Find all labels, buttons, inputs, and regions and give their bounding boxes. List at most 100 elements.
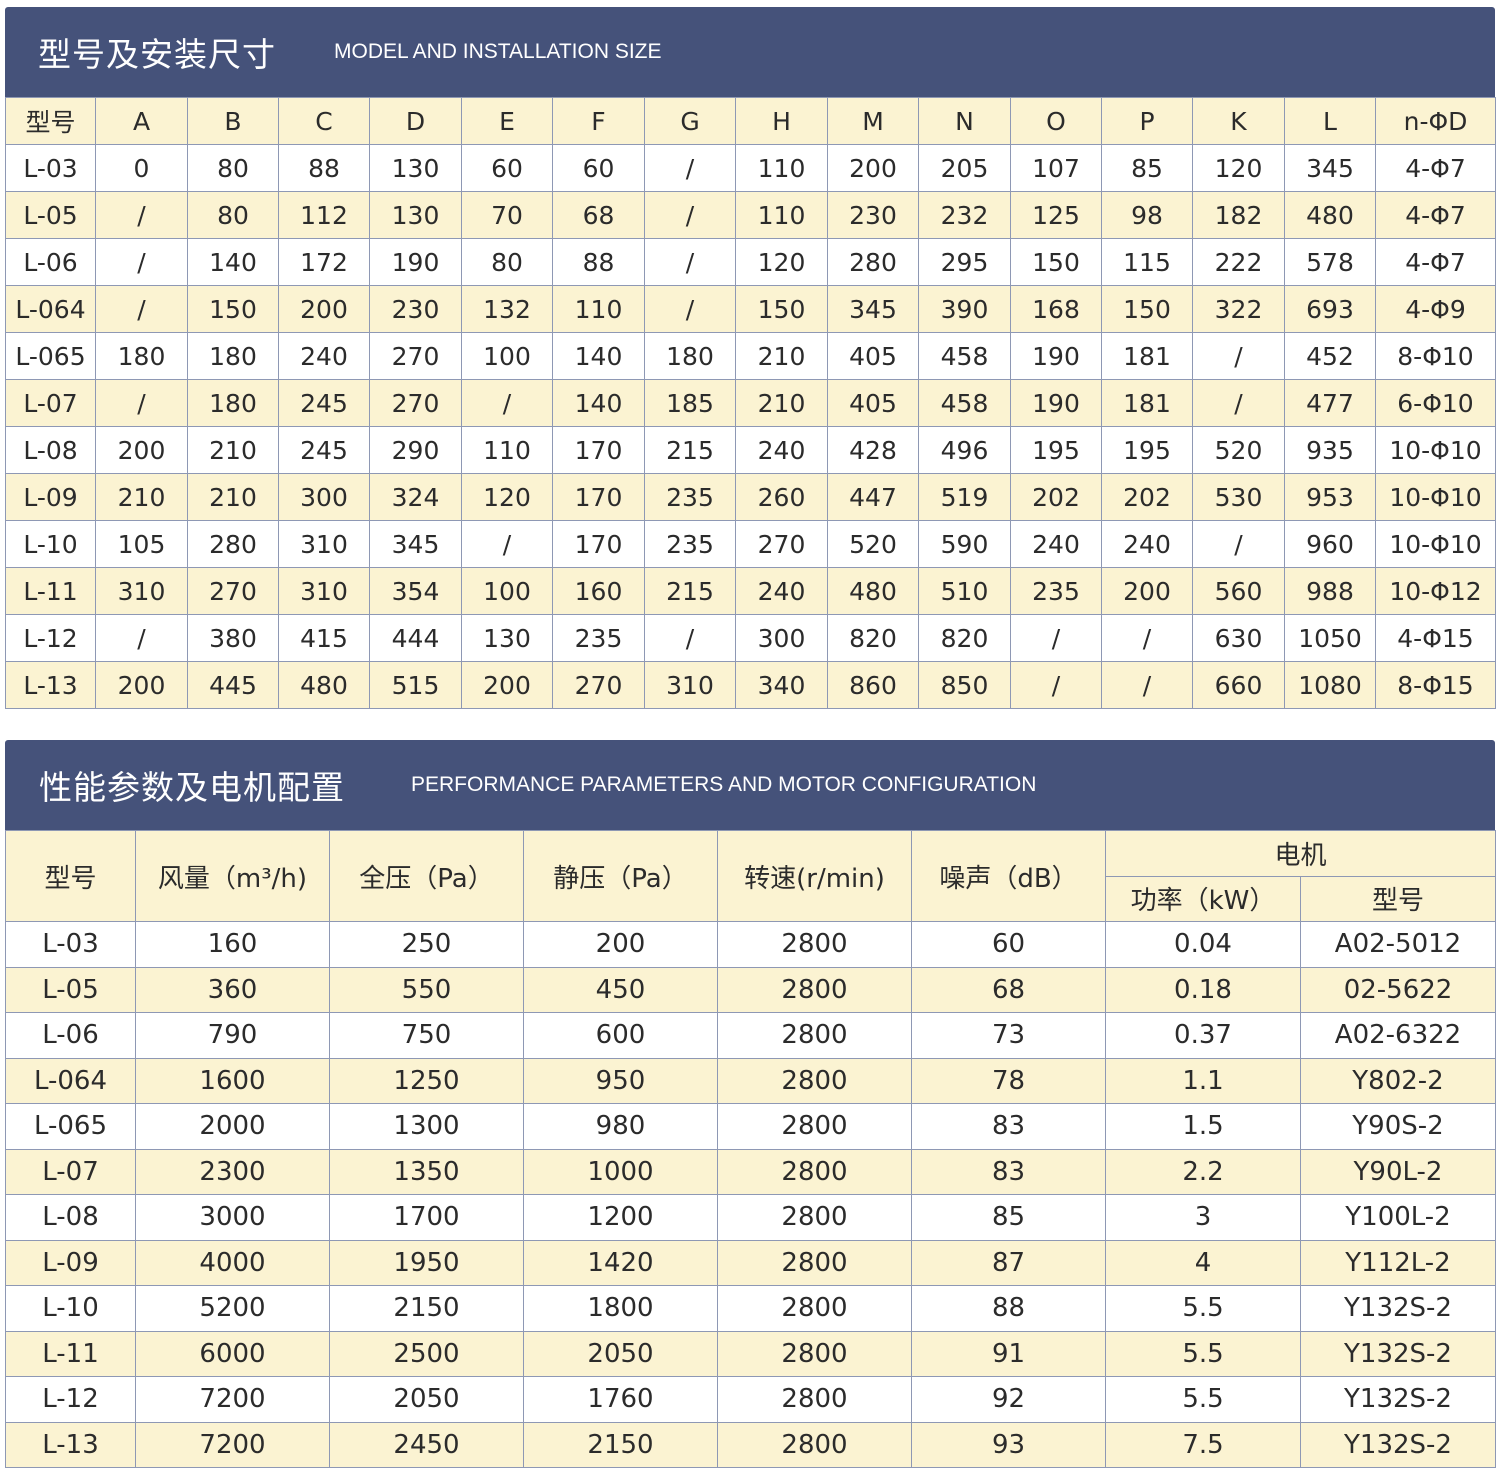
dim-value-cell: 340: [735, 661, 828, 709]
perf-value-cell: 2150: [329, 1285, 524, 1332]
dim-value-cell: /: [1192, 520, 1285, 568]
dim-value-cell: 150: [735, 285, 828, 333]
dim-value-cell: 405: [827, 379, 919, 427]
dim-value-cell: 820: [918, 614, 1011, 662]
dim-value-cell: 10-Φ10: [1375, 426, 1496, 474]
perf-value-cell: 1950: [329, 1239, 524, 1286]
perf-value-cell: 1700: [329, 1194, 524, 1241]
dim-value-cell: 1080: [1284, 661, 1376, 709]
dim-value-cell: 172: [278, 238, 370, 286]
perf-value-cell: 91: [911, 1330, 1106, 1377]
table-row: L-064/150 200 230 132 110/150 345 390 168 150 322…: [5, 285, 1496, 333]
perf-value-cell: 1200: [523, 1194, 718, 1241]
perf-value-cell: A02-5012: [1299, 921, 1497, 968]
dim-value-cell: 270: [369, 332, 462, 380]
perf-value-cell: Y90L-2: [1299, 1148, 1497, 1195]
performance-section: 性能参数及电机配置 PERFORMANCE PARAMETERS AND MOT…: [5, 740, 1497, 1468]
table-row: L-09 4000 1950 1420 2800 87 4 Y112L-2: [5, 1239, 1497, 1286]
model-cell: L-07: [5, 1148, 136, 1195]
dim-value-cell: 295: [918, 238, 1011, 286]
table-row: L-10 5200 2150 1800 2800 88 5.5 Y132S-2: [5, 1285, 1497, 1332]
dim-header-cell: A: [95, 97, 188, 145]
perf-value-cell: 1800: [523, 1285, 718, 1332]
dim-value-cell: /: [644, 144, 736, 192]
perf-value-cell: Y100L-2: [1299, 1194, 1497, 1241]
model-cell: L-03: [5, 144, 96, 192]
model-cell: L-064: [5, 285, 96, 333]
table-row: L-13 7200 2450 2150 2800 93 7.5 Y132S-2: [5, 1421, 1497, 1468]
dim-value-cell: 324: [369, 473, 462, 521]
dim-value-cell: 988: [1284, 567, 1376, 615]
dim-value-cell: 245: [278, 426, 370, 474]
dim-value-cell: 530: [1192, 473, 1285, 521]
dim-value-cell: 4-Φ7: [1375, 191, 1496, 239]
dim-value-cell: 630: [1192, 614, 1285, 662]
dim-value-cell: 181: [1101, 332, 1193, 380]
perf-value-cell: 2500: [329, 1330, 524, 1377]
dim-value-cell: 860: [827, 661, 919, 709]
dim-value-cell: 240: [1101, 520, 1193, 568]
table-row: L-10 105 280 310 345/170 235 270 520 590 240 240/9…: [5, 520, 1496, 568]
dim-header-cell: G: [644, 97, 736, 145]
model-cell: L-09: [5, 473, 96, 521]
table-row: L-03 0 80 88 130 60 60/110 200 205 107 85 120 345 4-Φ…: [5, 144, 1496, 192]
dim-header-cell: E: [461, 97, 553, 145]
dim-value-cell: /: [1010, 614, 1102, 662]
table-row: L-064 1600 1250 950 2800 78 1.1 Y802-2: [5, 1057, 1497, 1104]
perf-value-cell: 2800: [717, 1103, 912, 1150]
perf-value-cell: Y90S-2: [1299, 1103, 1497, 1150]
perf-value-cell: 2300: [135, 1148, 330, 1195]
perf-value-cell: 0.18: [1105, 966, 1301, 1013]
dim-value-cell: 210: [187, 426, 279, 474]
perf-header-model: 型号: [5, 830, 136, 922]
table-row: L-065 180 180 240 270 100 140 180 210 405 458 190 18…: [5, 332, 1496, 380]
perf-value-cell: 980: [523, 1103, 718, 1150]
dim-value-cell: 850: [918, 661, 1011, 709]
dim-value-cell: 120: [735, 238, 828, 286]
dim-value-cell: 280: [827, 238, 919, 286]
perf-value-cell: 600: [523, 1012, 718, 1059]
perf-header-static-pressure: 静压（Pa）: [523, 830, 718, 922]
model-cell: L-09: [5, 1239, 136, 1286]
dim-value-cell: 578: [1284, 238, 1376, 286]
dim-value-cell: 100: [461, 332, 553, 380]
dim-value-cell: 520: [827, 520, 919, 568]
dim-value-cell: 215: [644, 426, 736, 474]
dim-value-cell: 80: [187, 191, 279, 239]
model-cell: L-03: [5, 921, 136, 968]
dim-header-cell: L: [1284, 97, 1376, 145]
dim-value-cell: 4-Φ7: [1375, 238, 1496, 286]
dim-value-cell: 6-Φ10: [1375, 379, 1496, 427]
perf-header-motor-power: 功率（kW）: [1105, 875, 1301, 922]
perf-value-cell: 3: [1105, 1194, 1301, 1241]
dim-value-cell: 210: [735, 332, 828, 380]
dim-value-cell: 200: [278, 285, 370, 333]
dim-value-cell: 232: [918, 191, 1011, 239]
perf-value-cell: 1420: [523, 1239, 718, 1286]
dim-value-cell: 4-Φ15: [1375, 614, 1496, 662]
perf-value-cell: 73: [911, 1012, 1106, 1059]
dim-value-cell: 110: [461, 426, 553, 474]
dim-value-cell: 560: [1192, 567, 1285, 615]
dim-value-cell: 354: [369, 567, 462, 615]
perf-value-cell: 450: [523, 966, 718, 1013]
dim-value-cell: 200: [95, 426, 188, 474]
dim-value-cell: 280: [187, 520, 279, 568]
perf-value-cell: 1350: [329, 1148, 524, 1195]
perf-value-cell: 4000: [135, 1239, 330, 1286]
perf-value-cell: 2.2: [1105, 1148, 1301, 1195]
dim-value-cell: 160: [552, 567, 645, 615]
table-row: L-06 790 750 600 2800 73 0.37 A02-6322: [5, 1012, 1497, 1059]
dim-value-cell: /: [1192, 332, 1285, 380]
dim-value-cell: /: [644, 238, 736, 286]
dim-header-cell: P: [1101, 97, 1193, 145]
perf-value-cell: 2800: [717, 1148, 912, 1195]
perf-value-cell: Y802-2: [1299, 1057, 1497, 1104]
dim-value-cell: 445: [187, 661, 279, 709]
dim-value-cell: 270: [735, 520, 828, 568]
dim-value-cell: 168: [1010, 285, 1102, 333]
table-row: L-065 2000 1300 980 2800 83 1.5 Y90S-2: [5, 1103, 1497, 1150]
dim-value-cell: 60: [552, 144, 645, 192]
dim-value-cell: 515: [369, 661, 462, 709]
dim-value-cell: 270: [187, 567, 279, 615]
